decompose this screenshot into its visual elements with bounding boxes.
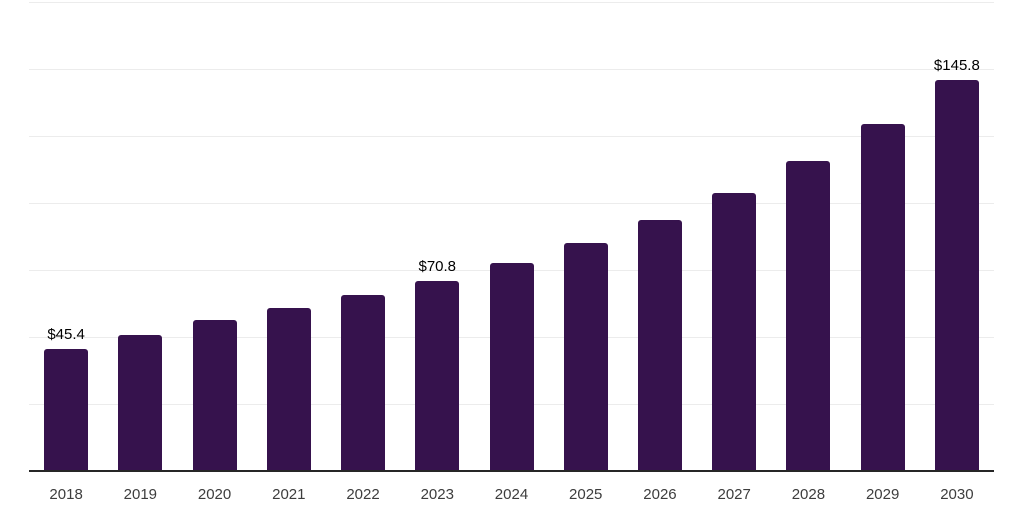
gridline-100 (29, 203, 994, 204)
bar-2022 (341, 295, 386, 471)
data-label-2023: $70.8 (418, 258, 457, 276)
bar-2020 (192, 320, 237, 471)
x-tick-label-2021: 2021 (272, 486, 306, 503)
bar-2026 (637, 219, 682, 471)
x-tick-label-2020: 2020 (197, 486, 232, 503)
x-tick-label-2027: 2027 (717, 486, 751, 503)
x-tick-label-2023: 2023 (420, 486, 454, 503)
x-tick-label-2022: 2022 (346, 486, 380, 503)
bar-2030 (934, 80, 979, 471)
gridline-175 (29, 2, 994, 3)
bar-2028 (786, 160, 831, 471)
x-tick-label-2029: 2029 (865, 486, 900, 503)
bar-2019 (118, 335, 163, 471)
bar-2025 (563, 242, 608, 471)
bar-2024 (489, 263, 534, 471)
x-tick-label-2019: 2019 (123, 486, 158, 503)
bar-2023 (415, 281, 460, 471)
bar-2029 (860, 124, 905, 471)
x-tick-label-2028: 2028 (791, 486, 826, 503)
gridline-125 (29, 136, 994, 137)
x-tick-label-2030: 2030 (940, 486, 974, 503)
x-tick-label-2024: 2024 (494, 486, 529, 503)
bar-2018 (44, 349, 89, 471)
data-label-2018: $45.4 (47, 326, 85, 344)
x-tick-label-2026: 2026 (643, 486, 677, 503)
x-tick-label-2018: 2018 (49, 486, 83, 503)
bar-2021 (266, 308, 311, 471)
gridline-150 (29, 69, 994, 70)
bar-2027 (712, 192, 757, 471)
x-tick-label-2025: 2025 (569, 486, 603, 503)
data-label-2030: $145.8 (933, 57, 980, 75)
x-axis-line (29, 470, 994, 472)
